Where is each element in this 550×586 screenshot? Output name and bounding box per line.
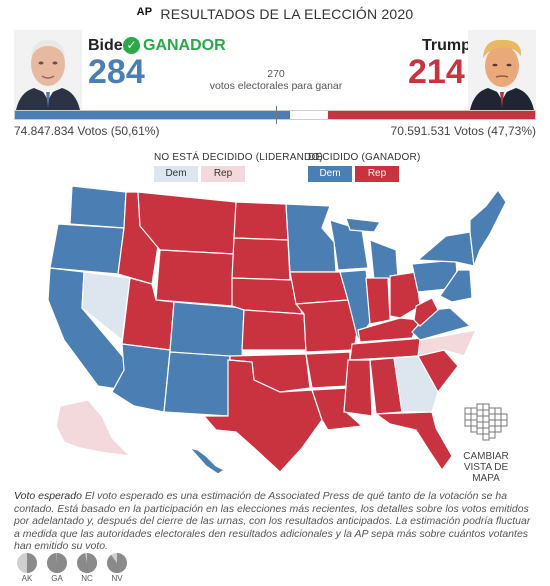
expected-vote-note: Voto esperado El voto esperado es una es… bbox=[14, 490, 536, 553]
state-ar bbox=[305, 351, 351, 389]
legend-leading-title: NO ESTÁ DECIDIDO (LIDERANDO) bbox=[154, 152, 323, 163]
state-mo bbox=[294, 299, 359, 353]
electoral-bar-rep bbox=[328, 111, 535, 119]
us-results-map[interactable] bbox=[40, 180, 510, 480]
state-nd bbox=[233, 201, 289, 241]
state-wa bbox=[69, 185, 127, 229]
state-pie-nv: NV bbox=[104, 552, 130, 583]
state-ak bbox=[55, 399, 132, 457]
state-ny bbox=[416, 231, 475, 267]
pie-chart-icon bbox=[106, 553, 127, 573]
pie-state-label: NC bbox=[81, 574, 93, 583]
pie-chart-icon bbox=[77, 553, 98, 573]
state-co bbox=[169, 301, 245, 359]
electoral-bar bbox=[14, 106, 536, 124]
state-pie-ga: GA bbox=[44, 552, 70, 583]
grid-map-icon bbox=[464, 403, 508, 441]
state-mn bbox=[285, 203, 337, 273]
state-hi bbox=[188, 446, 226, 475]
legend-leading-dem: Dem bbox=[154, 166, 198, 182]
biden-portrait bbox=[14, 30, 82, 110]
winner-check-icon: ✓ bbox=[123, 37, 140, 54]
ap-logo: AP bbox=[136, 6, 153, 18]
state-sd bbox=[231, 237, 291, 281]
pie-chart-icon bbox=[47, 553, 68, 573]
threshold-value: 270 bbox=[267, 68, 285, 80]
biden-electoral-votes: 284 bbox=[88, 53, 145, 91]
note-lead: Voto esperado bbox=[14, 490, 82, 502]
state-fl bbox=[374, 411, 453, 472]
state-nm bbox=[163, 351, 231, 417]
pie-state-label: NV bbox=[111, 574, 123, 583]
header-title: RESULTADOS DE LA ELECCIÓN 2020 bbox=[160, 6, 414, 22]
results-header: AP RESULTADOS DE LA ELECCIÓN 2020 bbox=[0, 6, 550, 22]
legend-leading-rep: Rep bbox=[201, 166, 245, 182]
biden-popular-vote: 74.847.834 Votos (50,61%) bbox=[14, 124, 160, 138]
state-or bbox=[49, 223, 125, 275]
trump-name: Trump bbox=[422, 37, 471, 54]
toggle-map-view-button[interactable]: CAMBIAR VISTA DE MAPA bbox=[458, 402, 514, 484]
state-pie-nc: NC bbox=[74, 552, 100, 583]
state-wy bbox=[155, 249, 235, 307]
legend-decided-title: DECIDIDO (GANADOR) bbox=[308, 152, 421, 163]
trump-electoral-votes: 214 bbox=[408, 53, 465, 91]
legend-decided-rep: Rep bbox=[355, 166, 399, 182]
trump-popular-vote: 70.591.531 Votos (47,73%) bbox=[390, 124, 536, 138]
state-in bbox=[365, 277, 391, 325]
state-nc bbox=[417, 329, 478, 357]
toggle-map-view-label: CAMBIAR VISTA DE MAPA bbox=[463, 451, 509, 484]
state-wv bbox=[413, 297, 439, 327]
pie-state-label: GA bbox=[51, 574, 63, 583]
pie-chart-icon bbox=[17, 553, 37, 573]
legend-leading: NO ESTÁ DECIDIDO (LIDERANDO) Dem Rep bbox=[154, 152, 323, 182]
threshold-info: 270 votos electorales para ganar bbox=[200, 68, 352, 92]
state-pie-ak: AK bbox=[14, 552, 40, 583]
state-ne bbox=[231, 277, 303, 315]
state-new-england bbox=[469, 188, 507, 267]
threshold-label: votos electorales para ganar bbox=[209, 80, 343, 92]
state-ms bbox=[343, 359, 373, 417]
state-ia bbox=[289, 271, 349, 305]
legend-decided: DECIDIDO (GANADOR) Dem Rep bbox=[308, 152, 421, 182]
electoral-bar-dem bbox=[15, 111, 290, 119]
state-tx bbox=[202, 359, 323, 473]
biden-name: Biden bbox=[88, 37, 133, 54]
winner-label: GANADOR bbox=[143, 37, 226, 54]
threshold-marker bbox=[276, 106, 277, 124]
state-md-de-nj bbox=[439, 269, 473, 303]
note-text: El voto esperado es una estimación de As… bbox=[14, 490, 531, 552]
pie-state-label: AK bbox=[21, 574, 33, 583]
state-ga bbox=[393, 355, 439, 413]
state-ks bbox=[241, 309, 307, 351]
trump-portrait bbox=[468, 30, 536, 110]
legend-decided-dem: Dem bbox=[308, 166, 352, 182]
state-oh bbox=[389, 271, 421, 319]
expected-vote-pies: AK GA NC NV bbox=[14, 552, 134, 586]
